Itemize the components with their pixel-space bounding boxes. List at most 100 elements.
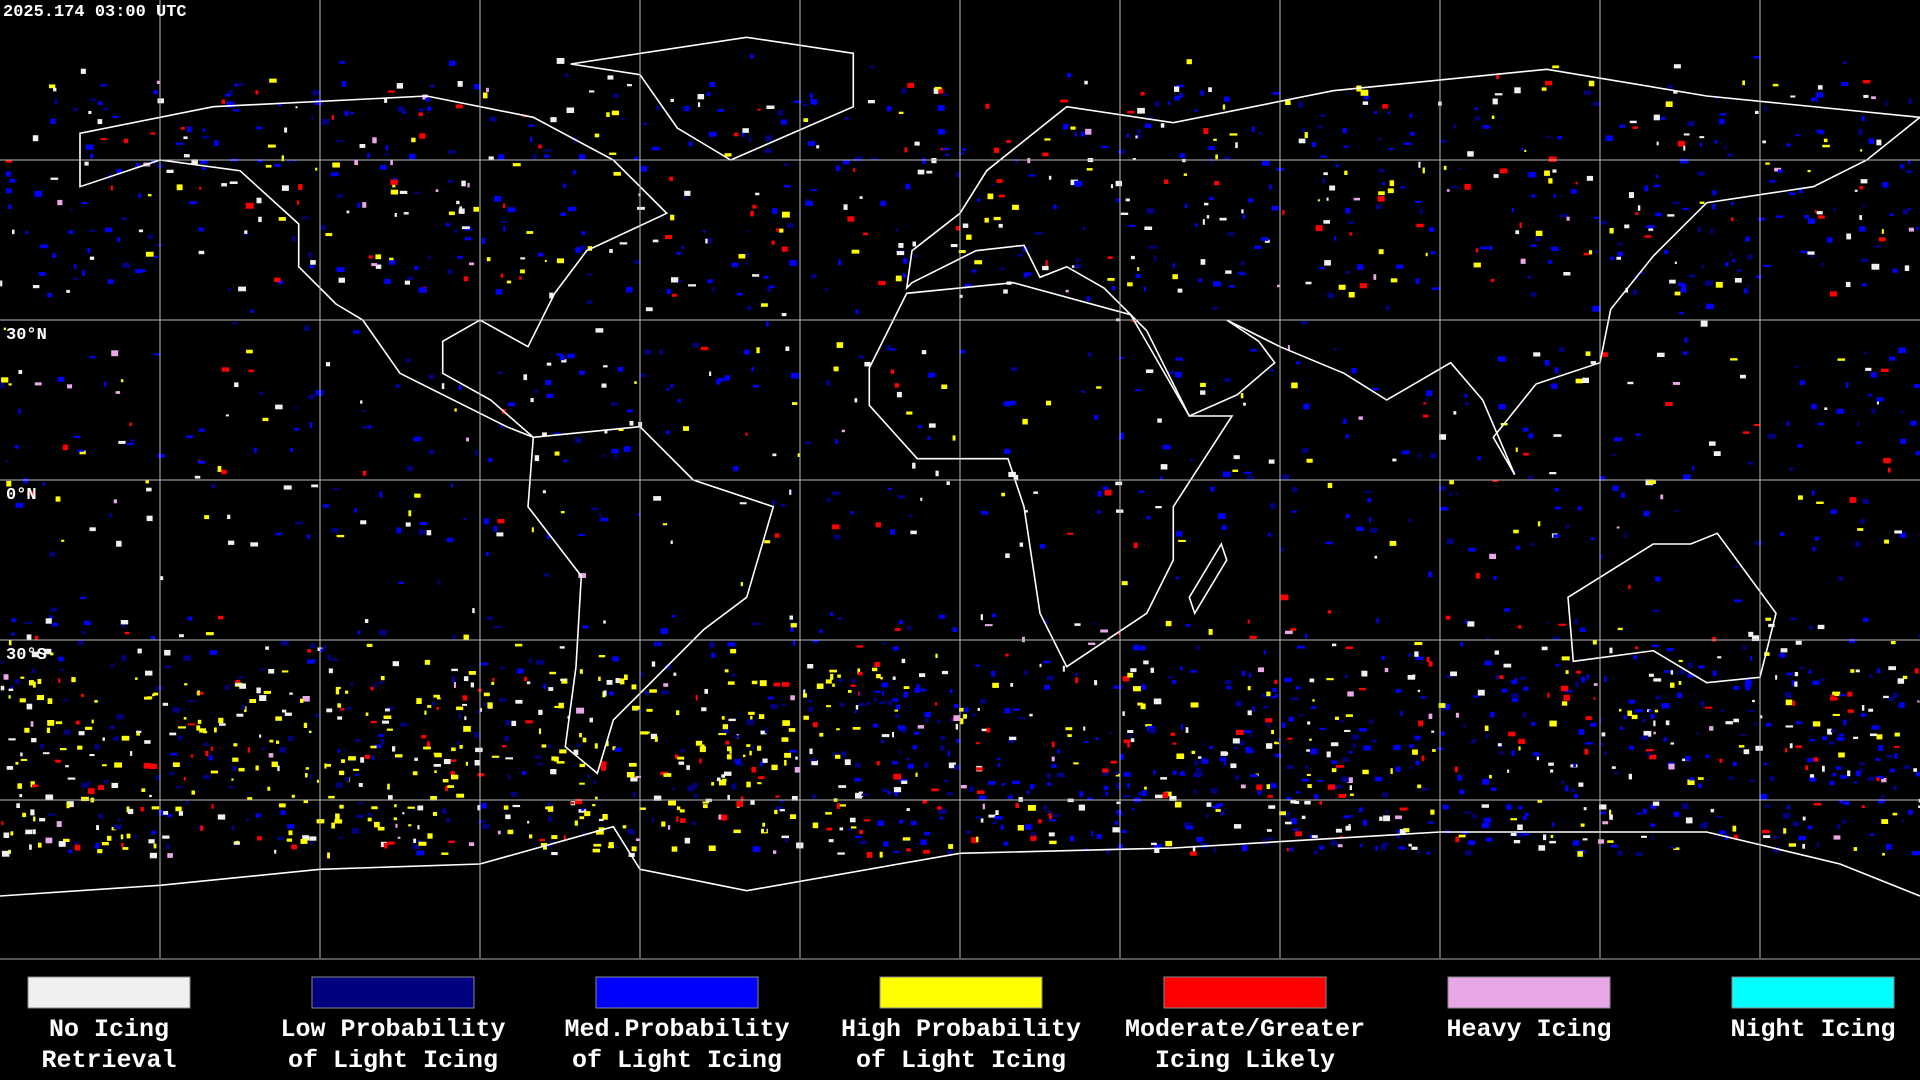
- icing-pixel: [1814, 209, 1817, 213]
- icing-pixel: [1628, 699, 1635, 704]
- icing-pixel: [1755, 110, 1759, 114]
- icing-pixel: [1352, 734, 1360, 740]
- icing-pixel: [768, 285, 775, 288]
- icing-pixel: [113, 824, 122, 830]
- icing-pixel: [810, 99, 818, 105]
- icing-pixel: [1802, 843, 1805, 849]
- icing-pixel: [419, 522, 428, 525]
- icing-pixel: [1666, 648, 1674, 652]
- icing-pixel: [1047, 675, 1054, 681]
- latitude-label: 0°N: [6, 486, 37, 505]
- icing-pixel: [1247, 619, 1250, 624]
- icing-pixel: [955, 226, 961, 231]
- icing-pixel: [881, 734, 890, 738]
- icing-pixel: [1813, 803, 1822, 806]
- icing-pixel: [457, 81, 463, 87]
- icing-pixel: [1588, 250, 1593, 255]
- icing-pixel: [1378, 168, 1385, 173]
- timestamp: 2025.174 03:00 UTC: [3, 3, 187, 22]
- icing-pixel: [81, 782, 89, 788]
- icing-pixel: [412, 844, 421, 850]
- icing-pixel: [406, 276, 414, 281]
- icing-pixel: [1200, 390, 1206, 395]
- icing-pixel: [1590, 361, 1597, 365]
- icing-pixel: [288, 830, 293, 836]
- icing-pixel: [370, 720, 377, 724]
- icing-pixel: [225, 93, 231, 97]
- icing-pixel: [1755, 745, 1763, 751]
- icing-pixel: [1075, 673, 1078, 677]
- icing-pixel: [615, 678, 620, 684]
- icing-pixel: [1453, 411, 1457, 415]
- icing-pixel: [608, 842, 614, 848]
- icing-pixel: [385, 708, 390, 712]
- icing-pixel: [1790, 95, 1796, 98]
- icing-pixel: [1110, 184, 1113, 189]
- icing-pixel: [1600, 742, 1604, 747]
- icing-pixel: [418, 287, 427, 293]
- icing-pixel: [98, 814, 104, 819]
- icing-pixel: [1127, 110, 1135, 114]
- icing-pixel: [556, 353, 562, 356]
- icing-pixel: [1272, 687, 1277, 692]
- icing-pixel: [247, 797, 253, 801]
- icing-pixel: [1203, 128, 1209, 134]
- icing-pixel: [265, 164, 272, 168]
- legend-swatch: [595, 976, 759, 1009]
- icing-pixel: [536, 762, 543, 765]
- icing-pixel: [781, 737, 789, 742]
- icing-pixel: [879, 701, 887, 704]
- icing-pixel: [1548, 259, 1552, 264]
- icing-pixel: [1399, 807, 1408, 811]
- icing-pixel: [724, 153, 732, 157]
- icing-pixel: [739, 502, 747, 505]
- icing-pixel: [1859, 767, 1863, 773]
- icing-pixel: [1162, 444, 1171, 450]
- icing-pixel: [659, 350, 663, 355]
- icing-pixel: [688, 141, 693, 147]
- icing-pixel: [389, 257, 394, 261]
- icing-pixel: [345, 707, 352, 710]
- icing-pixel: [1725, 262, 1729, 267]
- icing-pixel: [1266, 829, 1272, 832]
- icing-pixel: [1861, 705, 1865, 711]
- icing-pixel: [512, 163, 521, 167]
- icing-pixel: [274, 849, 277, 854]
- icing-pixel: [666, 388, 670, 391]
- icing-pixel: [1164, 179, 1169, 184]
- icing-pixel: [1861, 712, 1866, 718]
- icing-pixel: [749, 750, 752, 756]
- icing-pixel: [1288, 716, 1294, 722]
- icing-pixel: [1270, 503, 1276, 509]
- icing-pixel: [850, 511, 854, 515]
- icing-pixel: [876, 674, 881, 679]
- icing-pixel: [1673, 64, 1681, 69]
- icing-pixel: [1482, 778, 1490, 785]
- icing-pixel: [477, 805, 481, 811]
- icing-pixel: [1855, 541, 1861, 547]
- graticule: [0, 0, 1920, 960]
- icing-pixel: [248, 369, 255, 373]
- icing-pixel: [229, 785, 234, 789]
- coastline: [905, 68, 1920, 476]
- icing-pixel: [20, 758, 28, 761]
- icing-pixel: [1443, 703, 1450, 710]
- icing-pixel: [1015, 803, 1019, 809]
- icing-pixel: [529, 658, 532, 664]
- icing-pixel: [1264, 239, 1270, 243]
- icing-pixel: [151, 636, 155, 640]
- icing-pixel: [1460, 642, 1464, 647]
- icing-pixel: [1247, 710, 1252, 716]
- icing-pixel: [136, 731, 140, 736]
- icing-pixel: [915, 772, 918, 777]
- icing-pixel: [1552, 822, 1555, 827]
- icing-pixel: [978, 795, 987, 801]
- icing-pixel: [337, 716, 343, 720]
- icing-pixel: [1745, 686, 1750, 691]
- icing-pixel: [1893, 692, 1899, 698]
- icing-pixel: [991, 613, 997, 618]
- icing-pixel: [780, 119, 787, 125]
- icing-pixel: [1022, 418, 1028, 425]
- icing-pixel: [1396, 834, 1400, 838]
- icing-pixel: [1685, 755, 1691, 761]
